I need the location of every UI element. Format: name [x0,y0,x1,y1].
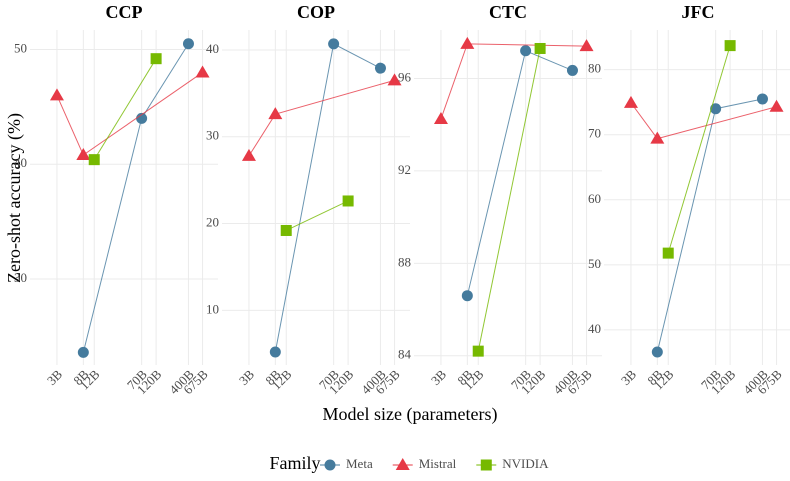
x-tick-label: 3B [44,366,66,388]
point [662,247,674,259]
point [49,88,64,101]
panel-title: CTC [489,2,527,22]
y-tick-label: 10 [206,301,219,316]
y-tick-label: 88 [398,254,411,269]
point [566,64,578,76]
series-line [477,48,541,352]
point [342,195,354,207]
point [769,99,784,112]
legend-marker [480,459,492,471]
point [280,224,292,236]
point [520,45,532,57]
series-line [56,72,203,156]
panel-title: JFC [682,2,715,22]
point [374,62,386,74]
point [76,148,91,161]
series-line [466,50,573,296]
legend-label: Meta [346,456,373,471]
point [651,346,663,358]
point [433,111,448,124]
point [461,290,473,302]
point [136,112,148,124]
y-tick-label: 60 [588,191,601,206]
legend-title: Family [269,453,320,473]
point [150,53,162,65]
y-tick-label: 40 [588,321,601,336]
y-tick-label: 80 [588,61,601,76]
point [623,95,638,108]
point [195,65,210,78]
point [269,346,281,358]
x-tick-label: 3B [428,366,450,388]
legend-label: Mistral [419,456,457,471]
point [268,107,283,120]
point [710,103,722,115]
panel-title: COP [297,2,335,22]
series-line [440,43,587,120]
y-tick-label: 30 [14,270,27,285]
y-tick-label: 40 [206,41,219,56]
series-line [93,58,157,160]
y-tick-label: 84 [398,347,412,362]
point [182,38,194,50]
series-line [286,200,349,231]
y-tick-label: 96 [398,70,412,85]
point [241,148,256,161]
x-tick-label: 3B [618,366,640,388]
point [579,39,594,52]
y-tick-label: 30 [206,128,219,143]
y-tick-label: 92 [398,162,411,177]
point [460,36,475,49]
y-axis-label: Zero-shot accuracy (%) [4,113,25,283]
point [328,38,340,50]
point [534,42,546,54]
y-tick-label: 50 [588,256,601,271]
y-tick-label: 20 [206,215,219,230]
point [387,73,402,86]
point [472,345,484,357]
point [650,131,665,144]
y-tick-label: 50 [14,40,27,55]
legend-label: NVIDIA [502,456,549,471]
panel-title: CCP [106,2,143,22]
x-axis-label: Model size (parameters) [323,404,498,425]
point [77,346,89,358]
x-tick-label: 3B [236,366,258,388]
point [88,154,100,166]
series-line [667,45,731,254]
legend-marker [395,458,410,470]
point [756,93,768,105]
point [724,40,736,52]
series-line [656,98,763,353]
y-tick-label: 40 [14,155,27,170]
legend-marker [324,459,336,471]
series-line [82,43,189,353]
series-line [274,43,381,353]
y-tick-label: 70 [588,126,601,141]
